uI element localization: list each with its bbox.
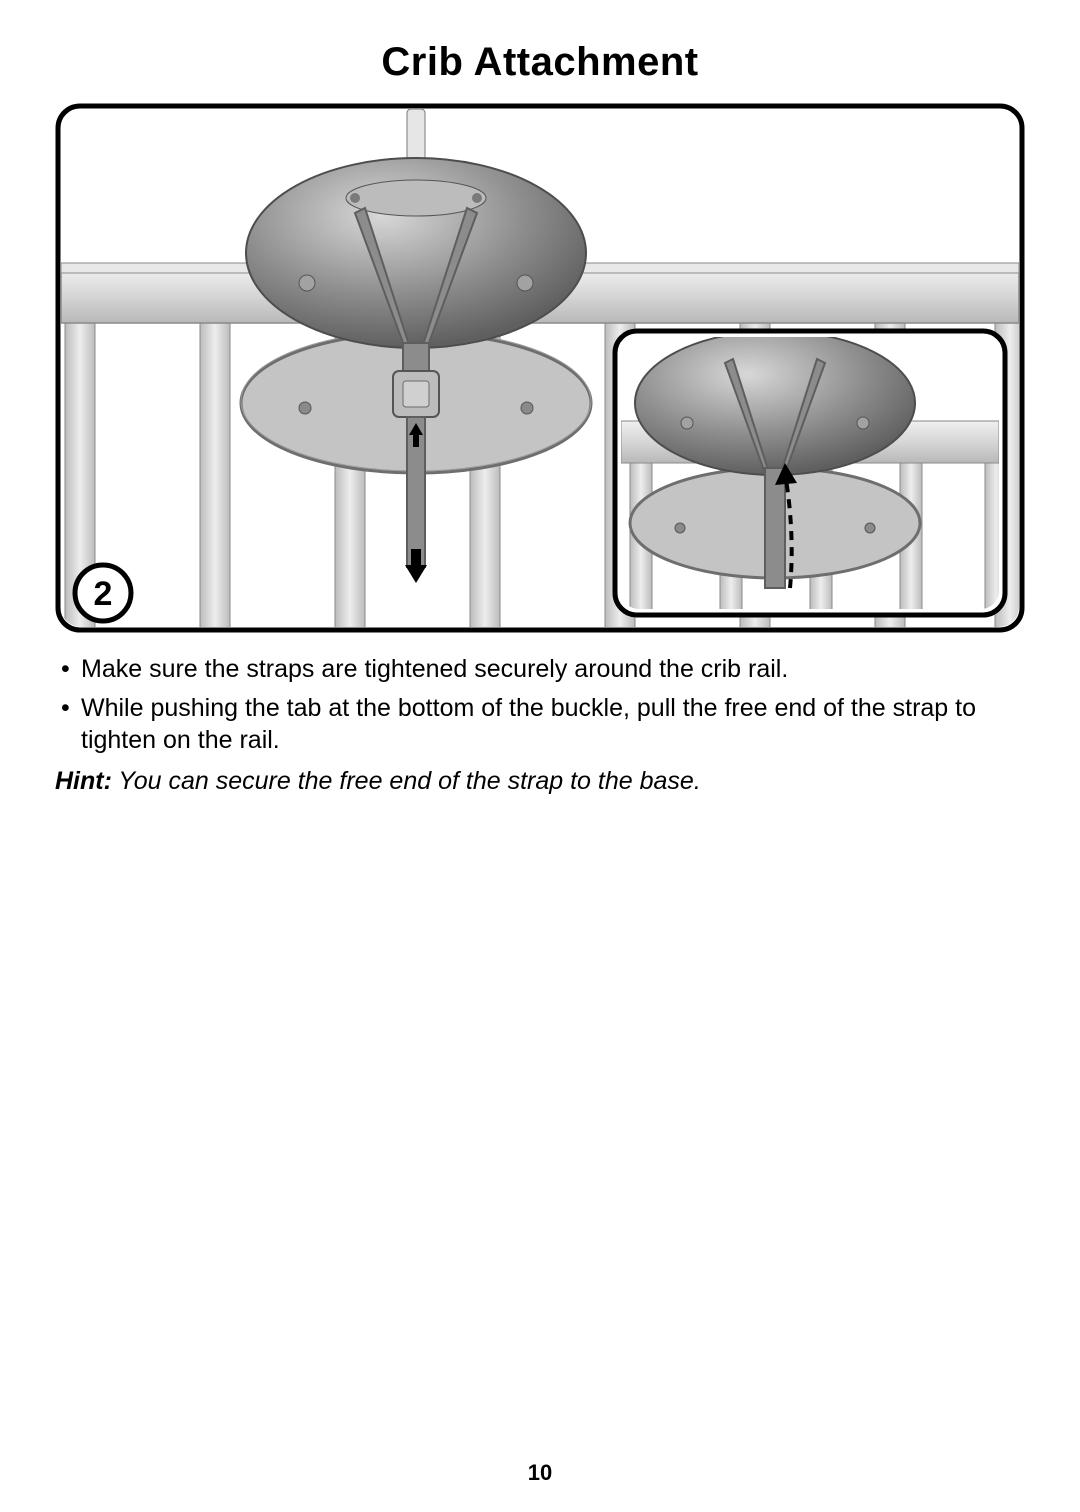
hint-label: Hint: [55,767,112,795]
hint-text: You can secure the free end of the strap… [118,767,700,795]
step-badge: 2 [75,565,131,621]
page-number: 10 [0,1460,1080,1486]
instruction-figure: 2 [55,103,1025,633]
hint-line: Hint: You can secure the free end of the… [55,767,1025,796]
bullet-1: Make sure the straps are tightened secur… [61,653,1025,686]
page-title: Crib Attachment [55,40,1025,85]
inset-detail [615,331,1007,633]
bullet-2: While pushing the tab at the bottom of t… [61,692,1025,757]
instruction-text: Make sure the straps are tightened secur… [55,653,1025,757]
step-number: 2 [94,575,113,613]
